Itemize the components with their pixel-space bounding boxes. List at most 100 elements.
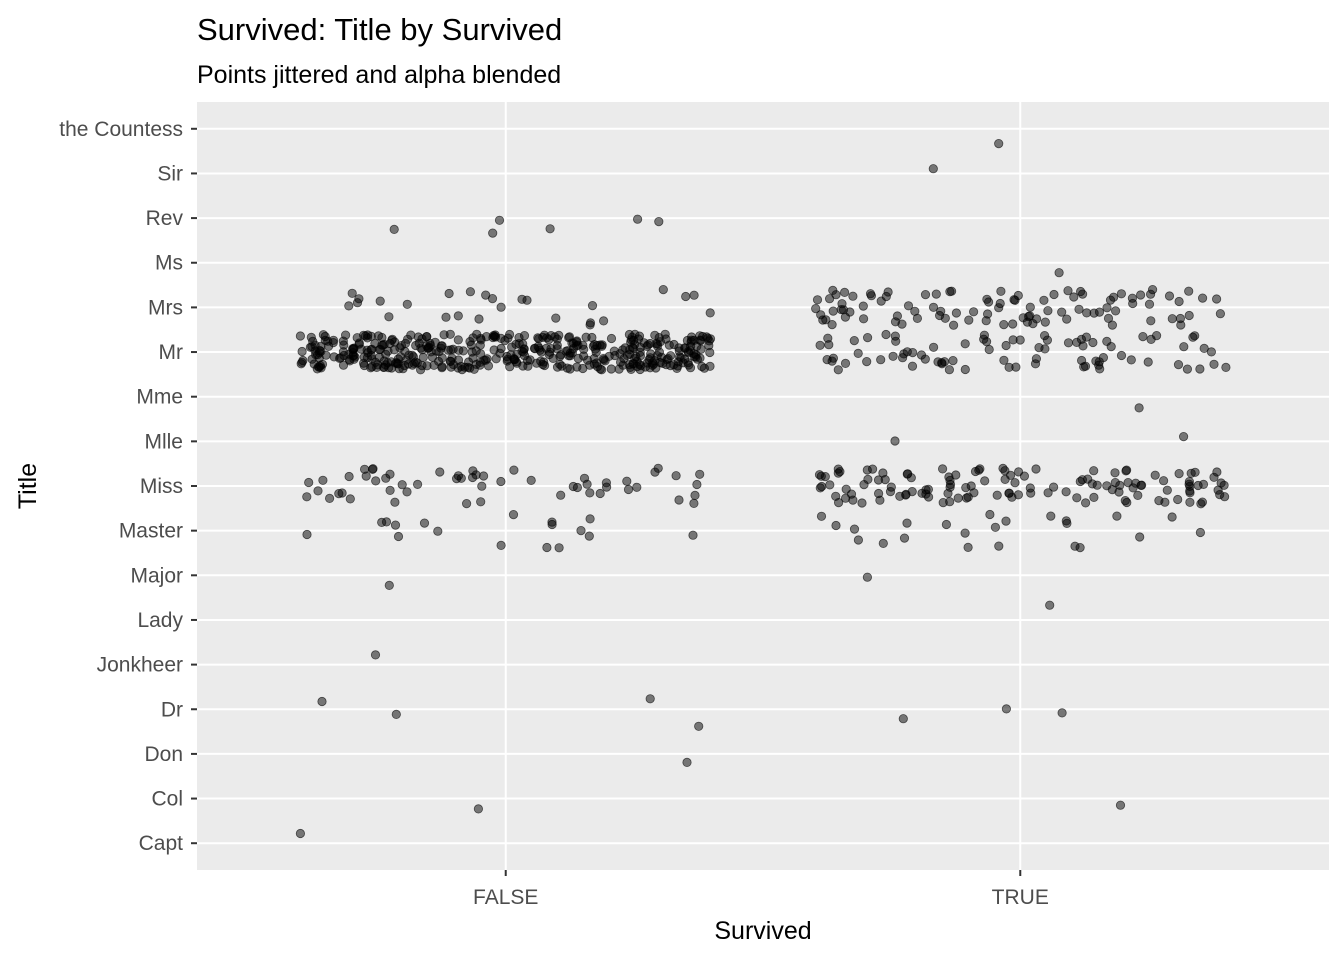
data-point: [606, 333, 617, 344]
data-point: [1107, 484, 1117, 495]
data-point: [980, 476, 990, 486]
data-point: [1188, 332, 1198, 342]
data-point: [853, 348, 863, 358]
data-point: [839, 287, 850, 297]
y-tick-label: the Countess: [59, 118, 183, 141]
data-point: [584, 531, 594, 541]
data-point: [881, 329, 891, 340]
data-point: [705, 308, 715, 318]
data-point: [908, 347, 918, 358]
data-point: [674, 495, 684, 505]
data-point: [695, 353, 705, 363]
data-point: [994, 139, 1004, 149]
data-point: [465, 287, 475, 297]
data-point: [812, 295, 823, 305]
data-point: [402, 299, 412, 309]
data-point: [422, 341, 432, 351]
data-point: [356, 344, 366, 354]
data-point: [1061, 487, 1071, 497]
data-point: [552, 344, 562, 354]
data-point: [490, 332, 501, 342]
data-point: [684, 360, 694, 370]
data-point: [1185, 497, 1195, 507]
data-point: [669, 360, 679, 370]
data-point: [945, 482, 955, 492]
data-point: [324, 493, 335, 503]
data-point: [1175, 313, 1186, 324]
y-tick-label: Mr: [159, 341, 184, 364]
data-point: [1105, 295, 1116, 305]
data-point: [1173, 494, 1183, 505]
data-point: [601, 482, 612, 492]
data-point: [655, 357, 665, 368]
data-point: [488, 228, 498, 238]
data-point: [476, 497, 486, 507]
data-point: [306, 332, 316, 342]
data-point: [377, 340, 387, 350]
data-point: [671, 471, 681, 481]
data-point: [461, 498, 472, 509]
data-point: [1215, 309, 1226, 319]
data-point: [1184, 476, 1195, 487]
data-point: [361, 471, 371, 481]
data-point: [897, 319, 907, 329]
data-point: [828, 285, 838, 295]
data-point: [849, 335, 859, 346]
data-point: [597, 340, 607, 350]
data-point: [848, 291, 858, 301]
data-point: [1209, 472, 1219, 482]
data-point: [427, 352, 438, 362]
data-point: [367, 464, 378, 474]
data-point: [1167, 314, 1177, 324]
data-point: [1049, 289, 1059, 300]
data-point: [1040, 317, 1050, 327]
data-point: [313, 486, 323, 496]
data-point: [944, 365, 955, 375]
data-point: [1110, 468, 1120, 478]
y-tick-label: Capt: [139, 832, 184, 855]
data-point: [876, 296, 886, 306]
data-point: [1173, 359, 1184, 370]
data-point: [526, 475, 536, 485]
data-point: [910, 306, 920, 316]
data-point: [397, 480, 407, 490]
data-point: [502, 351, 512, 362]
y-axis-title: Title: [14, 463, 42, 509]
data-point: [1216, 478, 1226, 488]
data-point: [862, 356, 872, 367]
data-point: [337, 488, 347, 498]
data-point: [845, 307, 855, 317]
data-point: [384, 580, 394, 591]
data-point: [1195, 364, 1205, 374]
data-point: [348, 343, 358, 354]
data-point: [359, 360, 369, 371]
data-point: [1144, 299, 1155, 309]
data-point: [1089, 492, 1099, 502]
data-point: [960, 364, 970, 375]
data-point: [1025, 302, 1035, 312]
data-point: [394, 363, 404, 374]
data-point: [345, 494, 355, 504]
data-point: [963, 542, 973, 553]
data-point: [551, 313, 561, 323]
data-point: [999, 355, 1009, 365]
data-point: [375, 296, 385, 306]
data-point: [338, 347, 348, 357]
data-point: [504, 329, 515, 340]
data-point: [1164, 291, 1175, 301]
y-tick-label: Sir: [157, 162, 183, 185]
data-point: [1001, 704, 1012, 714]
data-point: [457, 364, 467, 375]
data-point: [1107, 320, 1118, 330]
data-point: [312, 364, 322, 374]
data-point: [1001, 340, 1011, 351]
data-point: [1025, 483, 1035, 493]
data-point: [939, 357, 950, 367]
data-point: [321, 350, 331, 360]
data-point: [1150, 470, 1160, 480]
data-point: [1010, 478, 1020, 488]
data-point: [811, 303, 821, 314]
data-point: [557, 361, 567, 371]
x-axis: FALSE TRUE: [473, 870, 1049, 909]
data-point: [1083, 474, 1093, 484]
